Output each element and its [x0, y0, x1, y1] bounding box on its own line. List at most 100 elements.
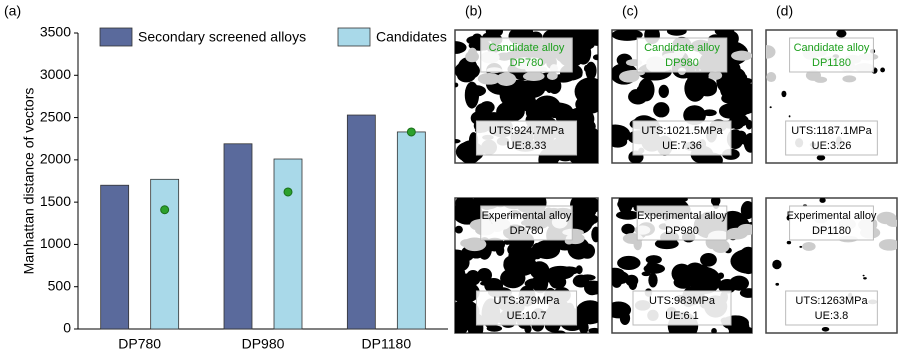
martensite [880, 67, 885, 73]
uts: UTS:1021.5MPa [641, 125, 723, 137]
bar [150, 178, 180, 330]
martensite [554, 330, 566, 333]
martensite [457, 57, 478, 80]
martensite [579, 243, 596, 259]
micrograph: Experimental alloy DP780 UTS:879MPa UE:10.7 [454, 197, 599, 334]
martensite [696, 78, 718, 96]
martensite [739, 106, 748, 117]
alloy-title: Candidate alloy [489, 42, 565, 54]
legend-swatch [337, 27, 371, 47]
martensite [554, 112, 563, 120]
martensite [643, 263, 666, 274]
martensite [524, 278, 546, 289]
martensite [729, 114, 749, 127]
martensite [821, 326, 830, 332]
martensite [617, 199, 631, 209]
martensite [550, 275, 567, 289]
micrograph: Candidate alloy DP780 UTS:924.7MPa UE:8.33 [454, 29, 599, 164]
martensite [472, 33, 482, 41]
martensite [588, 327, 598, 333]
martensite [484, 237, 506, 252]
martensite [724, 80, 752, 108]
label-box [789, 37, 874, 73]
martensite [528, 113, 540, 123]
martensite [786, 240, 792, 245]
martensite [575, 300, 598, 325]
alloy-title: Experimental alloy [482, 210, 572, 222]
ue: UE:3.26 [812, 140, 852, 152]
bar [396, 131, 426, 330]
alloy-grade: DP1180 [812, 225, 851, 237]
gray-phase [886, 219, 897, 228]
micrograph: Experimental alloy DP980 UTS:983MPa UE:6.1 [611, 197, 753, 334]
gray-phase [546, 71, 558, 80]
gray-phase [766, 45, 776, 59]
property-box [632, 290, 732, 326]
y-tick-label: 500 [48, 277, 72, 293]
alloy-title: Candidate alloy [644, 42, 720, 54]
micrograph: Candidate alloy DP980 UTS:1021.5MPa UE:7.36 [611, 29, 753, 164]
martensite [799, 245, 803, 248]
bar [223, 143, 253, 330]
martensite [658, 84, 669, 98]
x-tick-label: DP1180 [362, 336, 412, 351]
gray-phase [619, 70, 640, 83]
bar [100, 184, 130, 330]
gray-phase [465, 51, 479, 63]
martensite [503, 253, 533, 272]
martensite [506, 106, 520, 121]
martensite [740, 201, 752, 220]
ue: UE:3.8 [815, 310, 849, 322]
martensite [575, 265, 583, 275]
experimental-point [283, 187, 293, 197]
martensite [836, 30, 847, 38]
ue: UE:10.7 [507, 310, 547, 322]
panel-label: (c) [622, 3, 638, 19]
y-tick-label: 0 [63, 320, 71, 336]
gray-phase [814, 76, 828, 83]
martensite [788, 115, 791, 118]
experimental-point [160, 205, 170, 215]
martensite [648, 272, 658, 288]
uts: UTS:983MPa [649, 295, 716, 307]
martensite [729, 275, 749, 291]
martensite [654, 238, 679, 250]
y-tick-label: 2500 [40, 108, 71, 124]
label-box [480, 205, 573, 241]
martensite [559, 266, 579, 275]
bar [273, 158, 303, 330]
martensite [590, 307, 598, 317]
experimental-point [406, 127, 416, 137]
alloy-grade: DP980 [665, 57, 699, 69]
ue: UE:6.1 [665, 310, 699, 322]
uts: UTS:1187.1MPa [791, 125, 872, 137]
gray-phase [708, 71, 723, 80]
micrograph: Candidate alloy DP1180 UTS:1187.1MPa UE:3.2… [765, 29, 898, 164]
martensite [612, 30, 643, 41]
martensite [666, 30, 687, 36]
panel-label: (d) [776, 3, 793, 19]
alloy-title: Experimental alloy [787, 210, 877, 222]
martensite [464, 81, 480, 109]
martensite [475, 102, 492, 119]
martensite [574, 77, 598, 106]
martensite [717, 272, 725, 279]
martensite [455, 198, 471, 211]
gray-phase [802, 242, 816, 251]
martensite [572, 41, 579, 49]
martensite [583, 33, 598, 46]
martensite [612, 135, 628, 148]
martensite [585, 61, 597, 80]
martensite [772, 259, 782, 270]
y-axis-label: Manhattan distance of vectors [21, 88, 37, 275]
martensite [592, 54, 598, 61]
martensite [455, 281, 480, 304]
martensite [480, 281, 490, 286]
legend-label: Secondary screened alloys [138, 29, 306, 45]
martensite [520, 93, 527, 102]
property-box [785, 290, 878, 326]
uts: UTS:879MPa [493, 295, 560, 307]
label-box [480, 37, 573, 73]
alloy-grade: DP1180 [812, 57, 851, 69]
martensite [617, 255, 641, 270]
